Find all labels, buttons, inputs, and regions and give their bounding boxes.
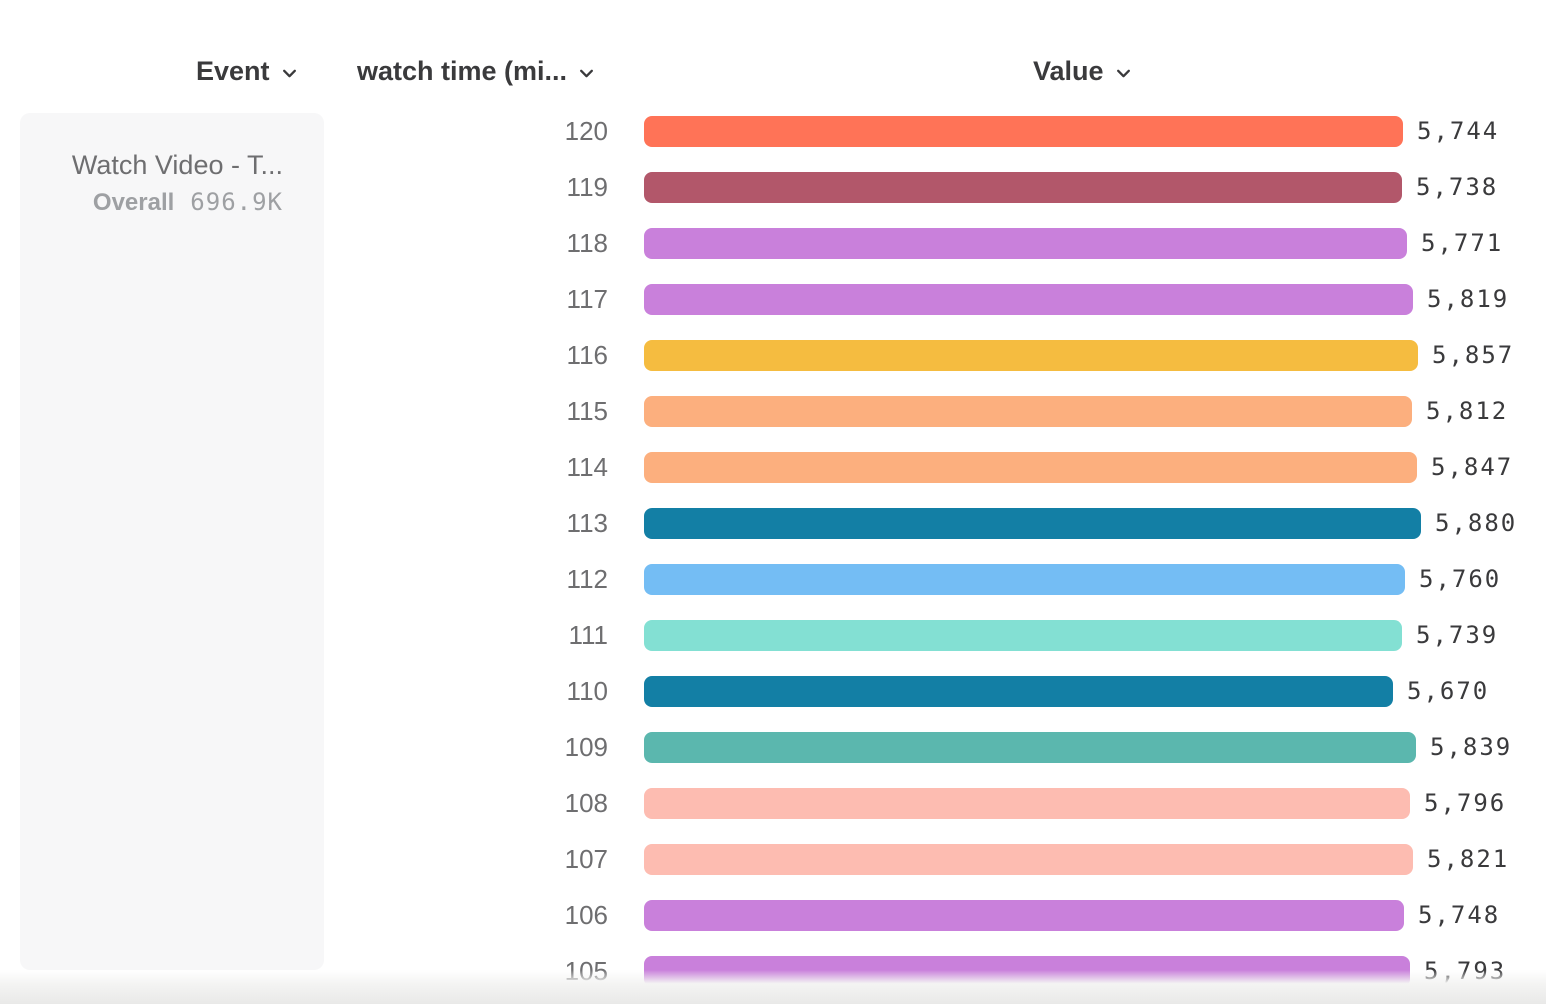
bar-category-label: 108 [564,787,608,818]
bar-category-label: 112 [566,563,608,594]
bar-category-label: 113 [566,507,608,538]
bar-value-label: 5,748 [1418,901,1501,929]
bar-row: 109 5,839 [0,719,1546,775]
bar-value-label: 5,847 [1431,453,1514,481]
legend-overall-value: 696.9K [190,188,283,217]
bar-value-label: 5,880 [1435,509,1518,537]
bar-value-label: 5,670 [1407,677,1490,705]
bar[interactable] [644,395,1412,427]
bar-rows: 120 5,744 119 5,738 118 5,771 117 5,819 116 5,857… [0,103,1546,999]
bar-value-label: 5,812 [1426,397,1509,425]
bar-row: 106 5,748 [0,887,1546,943]
bar-value-label: 5,821 [1427,845,1510,873]
legend-card[interactable]: Watch Video - T... Overall 696.9K [20,113,324,970]
bar-value-label: 5,839 [1430,733,1513,761]
bar-row: 113 5,880 [0,495,1546,551]
bar-category-label: 116 [566,339,608,370]
bar[interactable] [644,899,1404,931]
bar-value-label: 5,738 [1416,173,1499,201]
chevron-down-icon [1116,69,1130,77]
value-column-label: Value [1033,56,1104,86]
bar-value-label: 5,796 [1424,789,1507,817]
bar-row: 110 5,670 [0,663,1546,719]
bar-category-label: 109 [564,731,608,762]
bar-category-label: 110 [566,675,608,706]
bar[interactable] [644,507,1421,539]
legend-overall-row: Overall 696.9K [20,188,283,217]
bar-row: 114 5,847 [0,439,1546,495]
event-column-label: Event [196,56,270,86]
bar-category-label: 114 [566,451,608,482]
bar-row: 105 5,793 [0,943,1546,999]
bar-category-label: 105 [564,955,608,986]
bar-row: 107 5,821 [0,831,1546,887]
bar[interactable] [644,563,1405,595]
value-column-header[interactable]: Value [1033,56,1132,87]
bar[interactable] [644,171,1402,203]
bar-category-label: 117 [566,283,608,314]
bar[interactable] [644,115,1403,147]
breakdown-column-header[interactable]: watch time (mi... [357,56,595,87]
bar-category-label: 120 [564,115,608,146]
bar[interactable] [644,843,1413,875]
bar[interactable] [644,227,1407,259]
bar-value-label: 5,819 [1427,285,1510,313]
bar-value-label: 5,760 [1419,565,1502,593]
bar[interactable] [644,787,1410,819]
bar-value-label: 5,771 [1421,229,1504,257]
bar-row: 112 5,760 [0,551,1546,607]
bar-category-label: 111 [568,619,608,650]
bar-value-label: 5,793 [1424,957,1507,985]
bar-value-label: 5,857 [1432,341,1515,369]
bar-category-label: 106 [564,899,608,930]
bar-row: 108 5,796 [0,775,1546,831]
bar-category-label: 107 [564,843,608,874]
bar-row: 111 5,739 [0,607,1546,663]
bar-row: 120 5,744 [0,103,1546,159]
bar-row: 119 5,738 [0,159,1546,215]
bar-value-label: 5,744 [1417,117,1500,145]
bar-row: 116 5,857 [0,327,1546,383]
bar[interactable] [644,339,1418,371]
legend-event-name: Watch Video - T... [71,150,283,180]
event-column-header[interactable]: Event [196,56,298,87]
bar[interactable] [644,731,1416,763]
bar[interactable] [644,675,1393,707]
legend-overall-label: Overall [92,189,175,217]
bar-category-label: 115 [566,395,608,426]
bar[interactable] [644,451,1417,483]
bar-row: 115 5,812 [0,383,1546,439]
bar[interactable] [644,283,1413,315]
bar-category-label: 118 [566,227,608,258]
bar-row: 118 5,771 [0,215,1546,271]
bar[interactable] [644,955,1410,987]
bar-value-label: 5,739 [1416,621,1499,649]
chevron-down-icon [580,69,594,77]
chevron-down-icon [282,69,296,77]
bar-category-label: 119 [566,171,608,202]
bar[interactable] [644,619,1402,651]
breakdown-column-label: watch time (mi... [357,56,568,86]
bar-row: 117 5,819 [0,271,1546,327]
